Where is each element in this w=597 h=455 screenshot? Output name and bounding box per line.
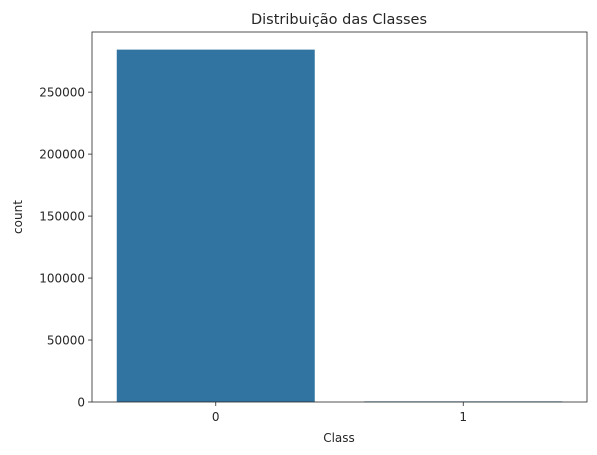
y-tick-label: 100000 (39, 272, 85, 286)
x-tick-label: 1 (459, 410, 467, 424)
axes-frame (91, 31, 588, 403)
y-tick-label: 200000 (39, 148, 85, 162)
y-tick-label: 150000 (39, 210, 85, 224)
y-axis-label: count (11, 200, 25, 234)
y-tick-label: 50000 (47, 334, 85, 348)
bar-class-0 (116, 49, 315, 402)
x-tick-label: 0 (212, 410, 220, 424)
bars-group (116, 49, 563, 403)
chart-title: Distribuição das Classes (251, 12, 427, 28)
y-tick-label: 250000 (39, 86, 85, 100)
x-axis-label: Class (323, 431, 355, 445)
y-axis-ticks: 0 50000 100000 150000 200000 250000 (39, 86, 92, 410)
y-tick-label: 0 (77, 396, 85, 410)
